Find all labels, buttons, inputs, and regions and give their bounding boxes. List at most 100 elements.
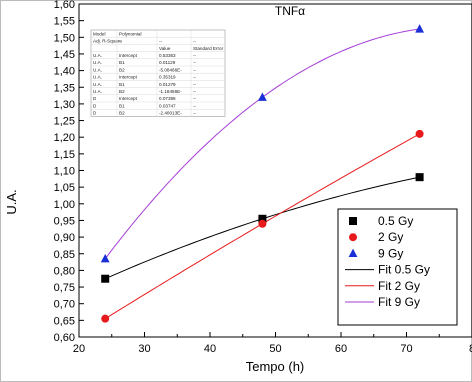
stats-table-cell: Intercept <box>119 96 138 101</box>
stats-table-cell: B1 <box>119 60 125 65</box>
stats-table-cell: 0.01279 <box>159 82 176 87</box>
stats-table-cell: U.A. <box>93 53 102 58</box>
stats-table-cell: -5.08466E- <box>159 67 182 72</box>
data-points <box>100 24 424 323</box>
legend-label: 2 Gy <box>378 230 403 244</box>
y-tick-label: 1,60 <box>54 0 75 11</box>
y-tick-label: 1,25 <box>54 116 75 128</box>
data-point-0-2 <box>415 173 424 182</box>
x-tick-label: 70 <box>400 343 412 355</box>
y-tick-label: 0,70 <box>54 299 75 311</box>
y-axis-title: U.A. <box>4 189 19 214</box>
y-tick-label: 1,00 <box>54 199 75 211</box>
legend-label: 9 Gy <box>378 246 403 260</box>
x-axis-title: Tempo (h) <box>246 359 305 374</box>
stats-table-cell: -- <box>119 39 123 44</box>
x-tick-label: 20 <box>73 343 85 355</box>
stats-table-cell: D <box>93 103 97 108</box>
y-tick-label: 0,85 <box>54 249 75 261</box>
data-point-2-0 <box>100 253 110 263</box>
data-point-2-1 <box>258 92 267 101</box>
legend-box <box>337 208 458 326</box>
stats-table-cell: B1 <box>119 103 125 108</box>
data-point-1-2 <box>415 129 424 138</box>
stats-table-cell: -- <box>193 75 197 80</box>
stats-table-cell: B2 <box>119 111 125 116</box>
stats-table-cell: 0.07398 <box>159 96 176 101</box>
legend-marker-1 <box>349 233 357 242</box>
y-tick-label: 0,90 <box>54 232 75 244</box>
stats-table-cell: 0.53363 <box>159 53 176 58</box>
stats-table-cell: -1.18456E- <box>159 89 182 94</box>
y-tick-label: 1,30 <box>54 99 75 111</box>
stats-table-cell: D <box>93 96 97 101</box>
stats-table-cell: 0.35319 <box>159 75 176 80</box>
data-point-1-1 <box>258 219 267 228</box>
y-tick-label: 1,35 <box>54 82 75 94</box>
stats-table-cell: 0.03747 <box>159 103 176 108</box>
stats-table-cell: 0.01129 <box>159 60 176 65</box>
data-point-0-1 <box>258 214 267 223</box>
stats-table-cell: U.A. <box>93 67 102 72</box>
stats-table-cell: Model <box>93 31 106 36</box>
stats-table-cell: -- <box>193 96 197 101</box>
stats-table-cell: B2 <box>119 67 125 72</box>
stats-table-cell: -- <box>193 67 197 72</box>
y-tick-label: 0,60 <box>54 332 75 344</box>
stats-table-cell: -- <box>193 39 197 44</box>
legend-fit-label: Fit 2 Gy <box>378 279 420 293</box>
y-tick-label: 1,05 <box>54 182 75 194</box>
stats-table-cell: U.A. <box>93 82 102 87</box>
stats-table-cell: -- <box>159 39 163 44</box>
x-tick-label: 50 <box>269 343 281 355</box>
y-tick-label: 1,20 <box>54 132 75 144</box>
stats-table-cell: B1 <box>119 82 125 87</box>
stats-table-cell: U.A. <box>93 75 102 80</box>
legend-fit-label: Fit 0.5 Gy <box>378 263 430 277</box>
x-tick-label: 8 <box>469 343 472 355</box>
stats-table-cell: -- <box>193 103 197 108</box>
x-tick-label: 40 <box>204 343 216 355</box>
stats-table-cell: -- <box>193 53 197 58</box>
chart-title: TNFα <box>275 4 305 18</box>
y-axis-ticks: 0,60 0,65 0,70 0,75 0,80 0,85 0,90 0,95 1,00 1,05… <box>54 0 84 344</box>
x-axis-ticks: 20 30 40 50 60 70 8 <box>73 332 472 355</box>
y-tick-label: 0,75 <box>54 282 75 294</box>
legend-fit-label: Fit 9 Gy <box>378 295 420 309</box>
stats-table-cell: -- <box>193 60 197 65</box>
stats-table-cell: -2.40013E- <box>159 111 182 116</box>
stats-table-cell: Polynomial <box>119 31 141 36</box>
legend: 0.5 Gy 2 Gy 9 Gy Fit 0.5 Gy Fit 2 Gy Fit 9 Gy <box>337 208 458 326</box>
y-tick-label: 0,65 <box>54 315 75 327</box>
stats-table-cell: -- <box>193 111 197 116</box>
stats-table-cell: U.A. <box>93 60 102 65</box>
x-tick-label: 60 <box>335 343 347 355</box>
stats-table-cell: -- <box>193 89 197 94</box>
y-tick-label: 1,40 <box>54 66 75 78</box>
stats-table-cell: Intercept <box>119 75 138 80</box>
stats-table-cell: D <box>93 111 97 116</box>
legend-marker-2 <box>348 248 358 257</box>
y-tick-label: 1,55 <box>54 16 75 28</box>
stats-table-cell: -- <box>193 82 197 87</box>
x-tick-label: 30 <box>138 343 150 355</box>
y-tick-label: 1,45 <box>54 49 75 61</box>
legend-label: 0.5 Gy <box>378 214 413 228</box>
legend-marker-0 <box>349 217 357 225</box>
stats-table-cell: Intercept <box>119 53 138 58</box>
stats-table-cell: Value <box>159 46 171 51</box>
data-point-0-0 <box>101 274 110 283</box>
y-tick-label: 1,10 <box>54 166 75 178</box>
data-point-1-0 <box>101 314 110 323</box>
stats-table-cell: Standard Error <box>193 46 224 51</box>
stats-table-cell: B2 <box>119 89 125 94</box>
stats-table-cell: Adj. R-Square <box>93 39 122 44</box>
y-tick-label: 1,50 <box>54 32 75 44</box>
stats-table-cell: U.A. <box>93 89 102 94</box>
y-tick-label: 0,80 <box>54 265 75 277</box>
y-tick-label: 0,95 <box>54 215 75 227</box>
data-point-2-2 <box>415 24 424 33</box>
y-tick-label: 1,15 <box>54 149 75 161</box>
